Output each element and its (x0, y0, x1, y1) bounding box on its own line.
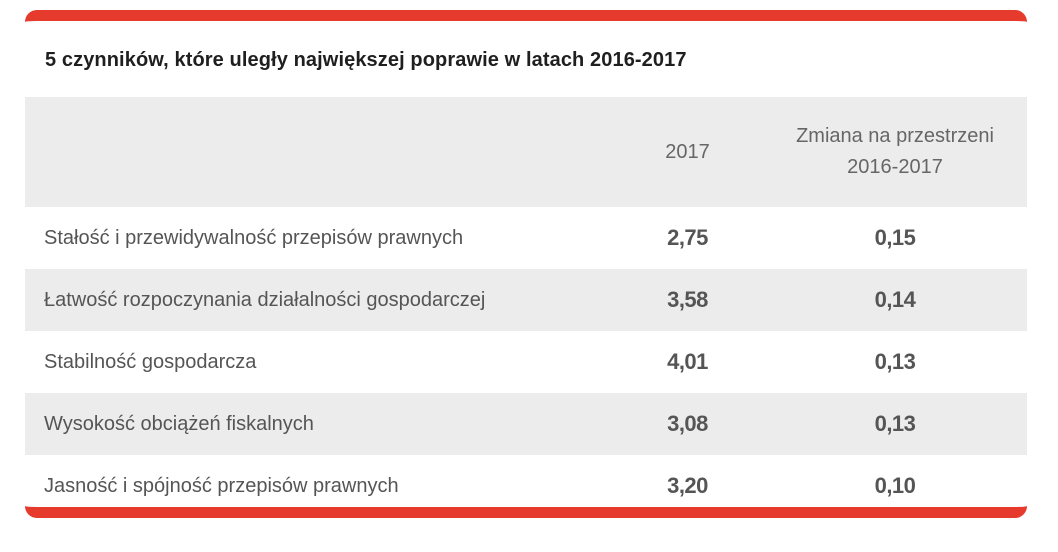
table-header-row: 2017 Zmiana na przestrzeni 2016-2017 (25, 97, 1027, 207)
header-2017: 2017 (635, 97, 740, 207)
row-change: 0,14 (874, 287, 916, 312)
row-change: 0,15 (874, 225, 916, 250)
header-2017-label: 2017 (665, 140, 710, 163)
header-change: Zmiana na przestrzeni 2016-2017 (785, 97, 1005, 207)
row-value-2017: 3,08 (667, 411, 708, 436)
row-change: 0,10 (874, 473, 916, 498)
row-label: Łatwość rozpoczynania działalności gospo… (44, 288, 486, 311)
row-value-2017: 3,58 (667, 287, 708, 312)
table-card: 5 czynników, które uległy największej po… (25, 10, 1027, 518)
row-label: Wysokość obciążeń fiskalnych (44, 412, 314, 435)
table-row: Stabilność gospodarcza 4,01 0,13 (25, 331, 1027, 393)
row-label: Stabilność gospodarcza (44, 350, 257, 373)
row-value-2017: 4,01 (667, 349, 708, 374)
row-value-2017: 2,75 (667, 225, 708, 250)
table-row: Łatwość rozpoczynania działalności gospo… (25, 269, 1027, 331)
row-change: 0,13 (874, 411, 916, 436)
header-change-line1: Zmiana na przestrzeni (796, 125, 994, 147)
table-row: Jasność i spójność przepisów prawnych 3,… (25, 455, 1027, 507)
table-row: Wysokość obciążeń fiskalnych 3,08 0,13 (25, 393, 1027, 455)
header-change-line2: 2016-2017 (847, 156, 943, 178)
row-label: Jasność i spójność przepisów prawnych (44, 474, 399, 497)
row-value-2017: 3,20 (667, 473, 708, 498)
data-table: 2017 Zmiana na przestrzeni 2016-2017 Sta… (25, 97, 1027, 507)
row-label: Stałość i przewidywalność przepisów praw… (44, 226, 464, 249)
table-row: Stałość i przewidywalność przepisów praw… (25, 207, 1027, 269)
table-title: 5 czynników, które uległy największej po… (45, 49, 687, 71)
row-change: 0,13 (874, 349, 916, 374)
